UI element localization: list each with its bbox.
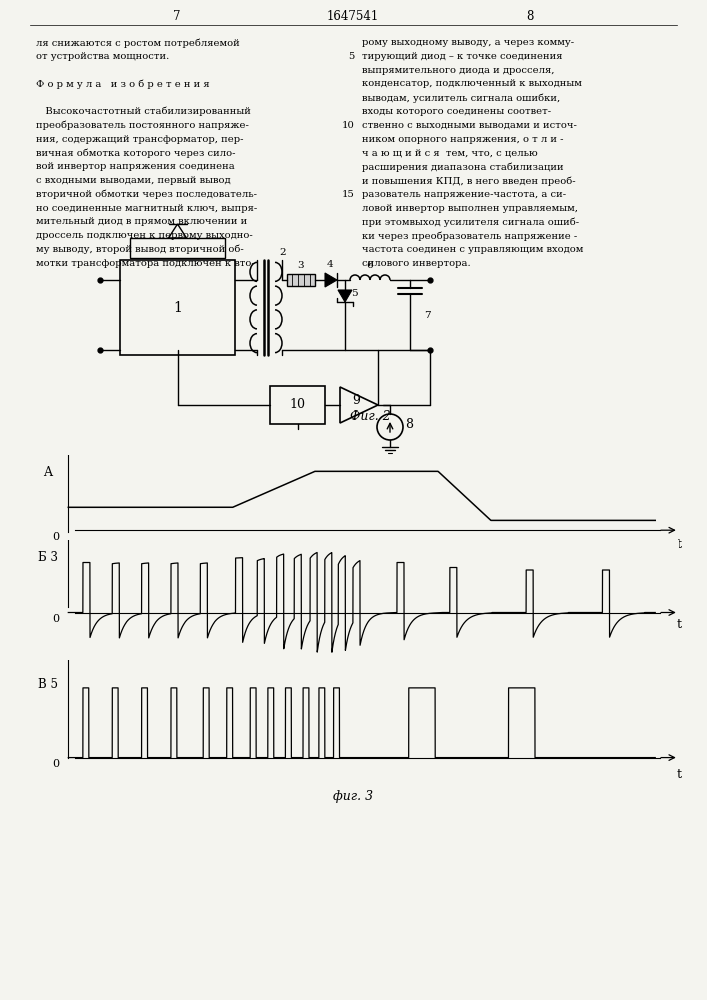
Text: 3: 3 [298, 261, 304, 270]
Text: Фиг. 2: Фиг. 2 [350, 410, 390, 423]
Text: разователь напряжение-частота, а си-: разователь напряжение-частота, а си- [362, 190, 566, 199]
Text: 4: 4 [327, 260, 333, 269]
Text: 8: 8 [405, 418, 413, 430]
Polygon shape [325, 273, 337, 287]
Text: вторичной обмотки через последователь-: вторичной обмотки через последователь- [36, 190, 257, 199]
Text: входы которого соединены соответ-: входы которого соединены соответ- [362, 107, 551, 116]
Text: A: A [43, 466, 52, 479]
Text: фиг. 3: фиг. 3 [333, 790, 373, 803]
Text: и повышения КПД, в него введен преоб-: и повышения КПД, в него введен преоб- [362, 176, 575, 186]
Text: ником опорного напряжения, о т л и -: ником опорного напряжения, о т л и - [362, 135, 563, 144]
Text: вой инвертор напряжения соединена: вой инвертор напряжения соединена [36, 162, 235, 171]
Text: 7: 7 [424, 310, 431, 320]
Text: силового инвертора.: силового инвертора. [362, 259, 471, 268]
Text: 6: 6 [367, 261, 373, 270]
Text: рому выходному выводу, а через комму-: рому выходному выводу, а через комму- [362, 38, 574, 47]
Bar [287, 274, 315, 286]
Bar [130, 238, 225, 258]
Text: 7: 7 [173, 9, 181, 22]
Text: преобразователь постоянного напряже-: преобразователь постоянного напряже- [36, 121, 249, 130]
Text: 0: 0 [52, 532, 59, 542]
Bar [270, 386, 325, 424]
Text: 10: 10 [342, 121, 355, 130]
Bar [120, 260, 235, 355]
Text: конденсатор, подключенный к выходным: конденсатор, подключенный к выходным [362, 79, 582, 88]
Text: расширения диапазона стабилизации: расширения диапазона стабилизации [362, 162, 563, 172]
Text: выводам, усилитель сигнала ошибки,: выводам, усилитель сигнала ошибки, [362, 93, 560, 103]
Text: 5: 5 [349, 52, 355, 61]
Text: вичная обмотка которого через сило-: вичная обмотка которого через сило- [36, 148, 235, 158]
Text: му выводу, второй вывод вторичной об-: му выводу, второй вывод вторичной об- [36, 245, 244, 254]
Text: Б 3: Б 3 [37, 551, 58, 564]
Text: Ф о р м у л а   и з о б р е т е н и я: Ф о р м у л а и з о б р е т е н и я [36, 79, 209, 89]
Text: тирующий диод – к точке соединения: тирующий диод – к точке соединения [362, 52, 563, 61]
Text: частота соединен с управляющим входом: частота соединен с управляющим входом [362, 245, 583, 254]
Text: 10: 10 [289, 398, 305, 412]
Text: ния, содержащий трансформатор, пер-: ния, содержащий трансформатор, пер- [36, 135, 243, 144]
Text: от устройства мощности.: от устройства мощности. [36, 52, 169, 61]
Text: ловой инвертор выполнен управляемым,: ловой инвертор выполнен управляемым, [362, 204, 578, 213]
Text: но соединенные магнитный ключ, выпря-: но соединенные магнитный ключ, выпря- [36, 204, 257, 213]
Text: с входными выводами, первый вывод: с входными выводами, первый вывод [36, 176, 230, 185]
Text: t: t [676, 618, 682, 632]
Text: 8: 8 [526, 9, 534, 22]
Text: при этомвыход усилителя сигнала ошиб-: при этомвыход усилителя сигнала ошиб- [362, 217, 579, 227]
Text: 5: 5 [351, 290, 358, 298]
Text: В 5: В 5 [37, 678, 58, 691]
Text: 9: 9 [352, 394, 360, 408]
Text: мотки трансформатора подключен к вто-: мотки трансформатора подключен к вто- [36, 259, 255, 268]
Text: мительный диод в прямом включении и: мительный диод в прямом включении и [36, 217, 247, 226]
Polygon shape [338, 290, 352, 302]
Text: 1: 1 [173, 300, 182, 314]
Text: 15: 15 [342, 190, 355, 199]
Text: t: t [676, 768, 682, 781]
Text: ственно с выходными выводами и источ-: ственно с выходными выводами и источ- [362, 121, 577, 130]
Text: ля снижаются с ростом потребляемой: ля снижаются с ростом потребляемой [36, 38, 240, 47]
Text: выпрямительного диода и дросселя,: выпрямительного диода и дросселя, [362, 66, 554, 75]
Text: Высокочастотный стабилизированный: Высокочастотный стабилизированный [36, 107, 251, 116]
Text: 1647541: 1647541 [327, 9, 379, 22]
Text: ч а ю щ и й с я  тем, что, с целью: ч а ю щ и й с я тем, что, с целью [362, 148, 538, 157]
Text: 0: 0 [52, 613, 59, 624]
Text: ки через преобразователь напряжение -: ки через преобразователь напряжение - [362, 231, 577, 241]
Text: 2: 2 [280, 248, 286, 257]
Text: 0: 0 [52, 759, 59, 769]
Text: t: t [676, 538, 682, 551]
Text: дроссель подключен к первому выходно-: дроссель подключен к первому выходно- [36, 231, 252, 240]
